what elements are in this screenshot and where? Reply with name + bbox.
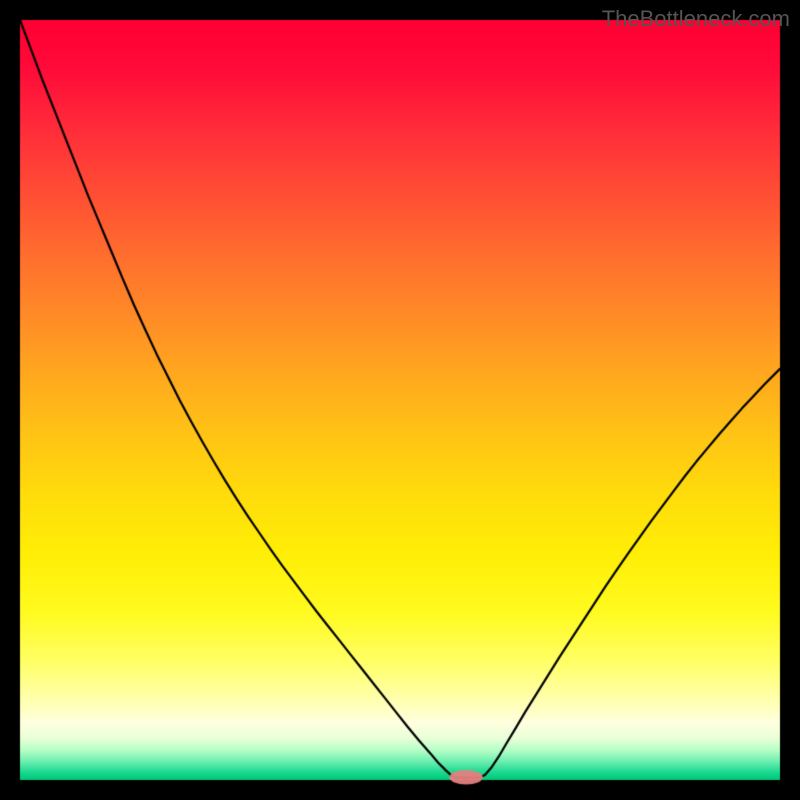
chart-frame: TheBottleneck.com bbox=[0, 0, 800, 800]
watermark-text: TheBottleneck.com bbox=[602, 6, 790, 32]
bottleneck-curve-plot bbox=[0, 0, 800, 800]
